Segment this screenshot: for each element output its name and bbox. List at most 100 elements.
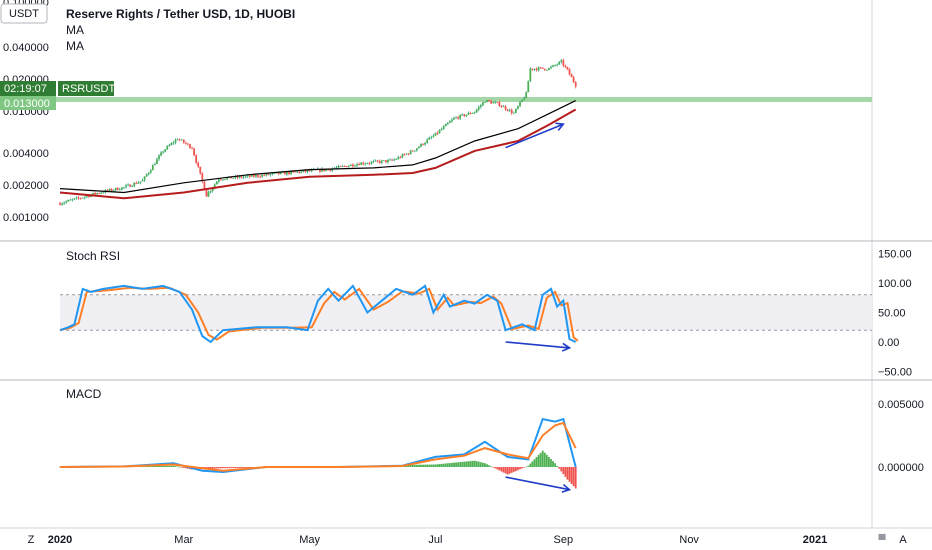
candle-body [550, 66, 552, 69]
candle-body [389, 159, 391, 161]
candle-body [498, 102, 501, 106]
stoch-trend-arrow[interactable] [505, 341, 570, 349]
auto-scale-button[interactable]: A [892, 529, 914, 549]
candle-body [345, 166, 348, 168]
horizontal-level-band[interactable] [0, 97, 872, 102]
macd-histogram-bar [149, 465, 152, 467]
macd-histogram-bar [558, 467, 561, 469]
price-axis-tick: 0.040000 [3, 42, 49, 54]
candle-body [488, 100, 490, 102]
candle-body [459, 114, 462, 119]
stoch-axis-tick: 0.00 [878, 337, 899, 349]
candle-body [197, 162, 200, 167]
candle-body [232, 177, 235, 179]
time-axis-tick: 2020 [48, 534, 72, 546]
candle-body [67, 200, 70, 202]
macd-axis-tick: 0.005000 [878, 399, 924, 411]
candle-body [189, 144, 191, 148]
candle-body [370, 161, 373, 164]
macd-histogram-bar [556, 465, 559, 467]
macd-histogram-bar [228, 467, 231, 469]
price-trend-arrow[interactable] [505, 123, 564, 149]
macd-title[interactable]: MACD [66, 387, 102, 401]
macd-histogram-bar [240, 467, 243, 468]
candle-body [250, 174, 253, 177]
macd-histogram-bar [537, 454, 540, 467]
candle-body [120, 187, 123, 190]
candle-body [368, 163, 371, 165]
macd-histogram-bar [156, 465, 158, 467]
macd-histogram-bar [428, 464, 431, 467]
macd-histogram-bar [488, 465, 490, 467]
candle-body [98, 193, 101, 194]
stoch-rsi-title[interactable]: Stoch RSI [66, 249, 120, 263]
macd-histogram-bar [566, 467, 569, 480]
candle-body [275, 172, 278, 174]
macd-histogram-bar [486, 464, 488, 467]
candle-body [428, 137, 431, 140]
macd-histogram-bar [465, 461, 468, 467]
candle-body [537, 67, 540, 71]
candle-body [486, 100, 488, 103]
candle-body [79, 198, 82, 199]
candle-body [506, 109, 509, 111]
ma-fast-legend[interactable]: MA [66, 23, 84, 37]
candle-body [376, 160, 379, 162]
macd-macd-line[interactable] [59, 417, 577, 474]
candle-body [539, 67, 542, 69]
candle-body [296, 171, 299, 173]
macd-axis-tick: 0.000000 [878, 462, 924, 474]
macd-histogram-bar [430, 464, 433, 467]
macd-histogram-bar [234, 467, 237, 469]
candle-body [267, 173, 270, 175]
macd-histogram-bar [533, 459, 536, 467]
candle-body [442, 126, 445, 129]
macd-histogram-bar [512, 467, 515, 472]
macd-histogram-bar [459, 462, 462, 467]
stoch-k-line[interactable] [59, 284, 577, 344]
macd-histogram-bar [475, 461, 478, 467]
ma-slow-legend[interactable]: MA [66, 39, 84, 53]
candle-body [418, 146, 420, 149]
candle-body [224, 179, 226, 181]
candle-body [234, 176, 237, 178]
macd-histogram-bar [426, 464, 429, 467]
candle-body [162, 151, 165, 153]
macd-histogram-bar [236, 467, 239, 469]
macd-pane[interactable] [59, 417, 577, 493]
macd-histogram-bar [543, 452, 546, 467]
candle-body [215, 181, 218, 185]
candle-body [415, 148, 418, 151]
macd-histogram-bar [432, 464, 435, 467]
macd-histogram-bar [176, 466, 179, 468]
price-pane[interactable] [59, 58, 577, 206]
candle-body [69, 199, 72, 201]
candle-body [294, 171, 297, 173]
macd-histogram-bar [531, 461, 534, 467]
tradingview-logo[interactable]: ▀ [874, 532, 890, 546]
symbol-tag[interactable]: RSRUSDT [58, 81, 115, 96]
ma-slow-line[interactable] [59, 108, 577, 200]
candle-body [308, 170, 311, 172]
candle-body [473, 112, 476, 114]
ma-fast-line[interactable] [59, 100, 576, 194]
candle-body [434, 132, 437, 136]
candle-body [496, 102, 499, 104]
candle-body [77, 197, 80, 199]
candle-body [374, 160, 377, 162]
stoch-rsi-pane[interactable] [59, 284, 872, 352]
timezone-button[interactable]: Z [20, 529, 42, 549]
macd-histogram-bar [164, 465, 167, 467]
candle-body [195, 155, 198, 163]
macd-signal-line[interactable] [59, 421, 577, 472]
currency-box[interactable]: USDT [0, 3, 48, 24]
candle-body [257, 175, 259, 177]
macd-histogram-bar [519, 467, 521, 470]
macd-histogram-bar [217, 467, 220, 469]
macd-trend-arrow[interactable] [505, 476, 570, 491]
candle-body [568, 69, 571, 75]
candle-body [461, 114, 464, 116]
macd-histogram-bar [407, 464, 410, 467]
level-tag[interactable]: 0.013000 [0, 96, 56, 110]
macd-histogram-bar [182, 467, 185, 468]
